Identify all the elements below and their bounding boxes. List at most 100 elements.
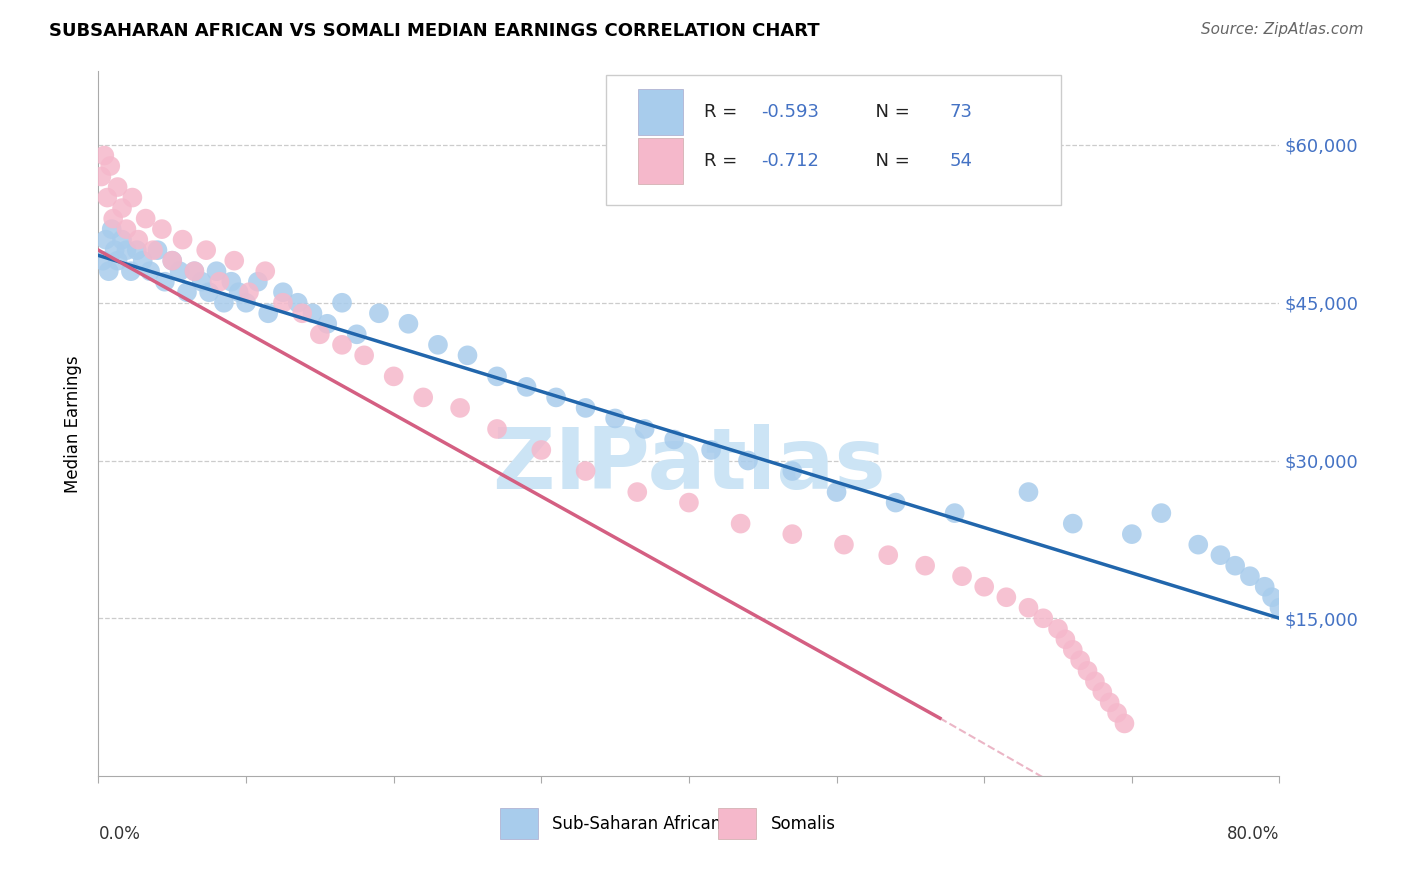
Point [162,253,183,268]
Point [271,285,294,300]
Point [111,233,134,247]
Point [1062,643,1084,657]
Point [212,295,235,310]
Text: 73: 73 [950,103,973,121]
Point [127,233,149,247]
Point [575,401,598,415]
Text: R =: R = [704,153,744,170]
Point [546,391,568,405]
Point [254,264,277,278]
Point [103,211,125,226]
Point [353,348,375,362]
Point [107,180,129,194]
Point [368,306,391,320]
Point [1098,695,1121,709]
Point [208,275,231,289]
Point [877,548,900,562]
Point [1261,591,1284,605]
Point [100,222,122,236]
Point [139,264,162,278]
Point [626,485,648,500]
Point [235,295,257,310]
Point [172,233,194,247]
Text: N =: N = [863,103,915,121]
Point [678,495,700,509]
Point [94,233,117,247]
Point [91,253,114,268]
Text: SUBSAHARAN AFRICAN VS SOMALI MEDIAN EARNINGS CORRELATION CHART: SUBSAHARAN AFRICAN VS SOMALI MEDIAN EARN… [49,22,820,40]
Point [1239,569,1261,583]
Point [1268,600,1291,615]
Point [1209,548,1232,562]
Point [382,369,405,384]
Point [146,243,169,257]
Point [309,327,332,342]
Point [1150,506,1173,520]
Point [90,169,112,184]
Bar [638,138,683,184]
Point [530,442,553,457]
Point [125,243,148,257]
Point [1254,580,1277,594]
Text: R =: R = [704,103,744,121]
Point [301,306,323,320]
Point [132,253,155,268]
Point [449,401,471,415]
Point [96,190,118,204]
Point [291,306,314,320]
Point [221,275,243,289]
Point [737,453,759,467]
Text: ZIPatlas: ZIPatlas [492,425,886,508]
Point [1114,716,1136,731]
Bar [501,808,537,839]
Point [575,464,598,478]
Point [1032,611,1054,625]
Point [115,243,138,257]
Point [97,264,120,278]
Point [257,306,280,320]
Point [1084,674,1107,689]
Point [1121,527,1143,541]
Point [238,285,260,300]
Point [98,159,121,173]
Point [111,201,134,215]
Point [486,369,509,384]
Point [700,442,723,457]
Point [228,285,250,300]
Text: 0.0%: 0.0% [98,825,141,843]
Point [271,295,294,310]
Text: Somalis: Somalis [770,814,835,832]
Point [150,222,173,236]
Point [412,391,434,405]
Point [121,190,143,204]
Text: Sub-Saharan Africans: Sub-Saharan Africans [553,814,730,832]
Bar [718,808,756,839]
Point [104,243,127,257]
Point [316,317,339,331]
Point [825,485,848,500]
Point [1047,622,1070,636]
Point [605,411,627,425]
Point [782,527,804,541]
Point [115,222,138,236]
Point [973,580,995,594]
Point [191,275,214,289]
Point [516,380,538,394]
Point [884,495,907,509]
Text: Source: ZipAtlas.com: Source: ZipAtlas.com [1201,22,1364,37]
Point [1054,632,1077,647]
Point [330,295,353,310]
Bar [638,89,683,135]
Point [142,243,165,257]
Point [1225,558,1247,573]
Point [1069,653,1091,667]
Point [950,569,973,583]
Point [205,264,228,278]
Point [287,295,309,310]
Point [1107,706,1129,720]
Point [486,422,509,436]
Point [634,422,657,436]
Point [1018,600,1040,615]
Point [995,591,1018,605]
Point [162,253,183,268]
